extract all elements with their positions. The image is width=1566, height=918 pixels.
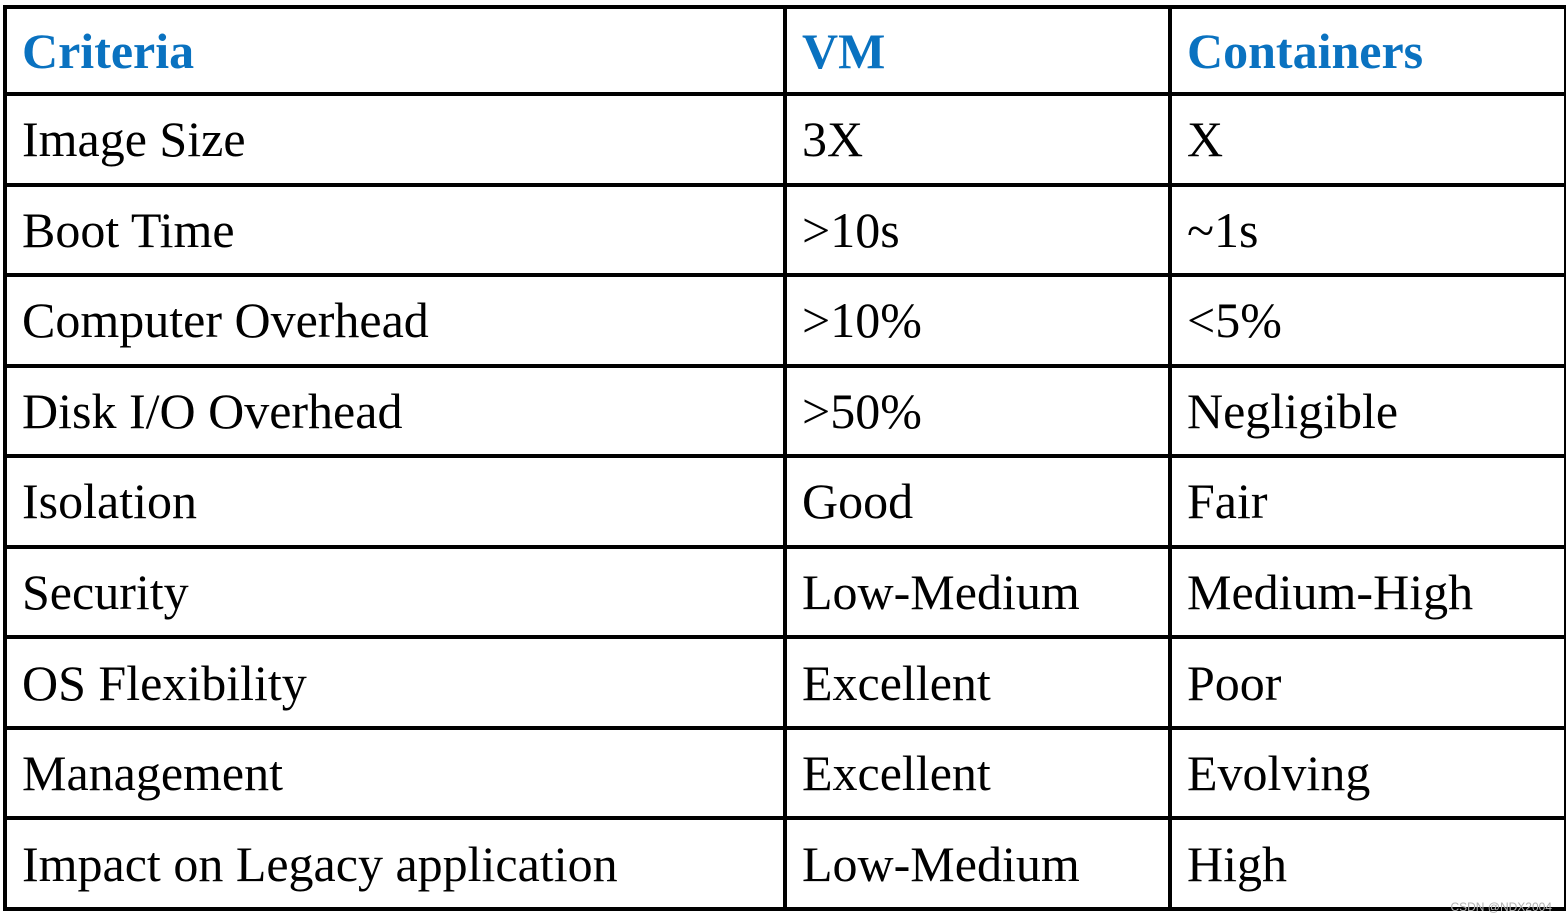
table-cell: Negligible (1168, 363, 1566, 459)
table-row: Management Excellent Evolving (3, 725, 1566, 821)
header-cell: Criteria (3, 5, 787, 96)
table-cell: Excellent (783, 635, 1172, 730)
table-cell: >10% (783, 273, 1172, 368)
table-row: Disk I/O Overhead >50% Negligible (3, 363, 1566, 459)
table-cell: >10s (783, 182, 1172, 278)
header-cell: Containers (1168, 5, 1566, 96)
table-cell: Excellent (783, 725, 1172, 821)
header-row: Criteria VM Containers (3, 5, 1566, 96)
table-cell: Isolation (3, 454, 787, 549)
table-cell: >50% (783, 363, 1172, 459)
watermark: CSDN @NDX2004 (1450, 900, 1552, 914)
table-row: Impact on Legacy application Low-Medium Hi… (3, 816, 1566, 911)
table-cell: Low-Medium (783, 544, 1172, 640)
table-cell: Image Size (3, 92, 787, 187)
table-cell: Fair (1168, 454, 1566, 549)
header-cell: VM (783, 5, 1172, 96)
table-cell: X (1168, 92, 1566, 187)
table-cell: Impact on Legacy application (3, 816, 787, 911)
table-cell: Good (783, 454, 1172, 549)
table-row: Computer Overhead >10% <5% (3, 273, 1566, 368)
table-cell: 3X (783, 92, 1172, 187)
table-cell: Management (3, 725, 787, 821)
table-cell: Poor (1168, 635, 1566, 730)
table-row: Isolation Good Fair (3, 454, 1566, 549)
table-body: Image Size 3X X Boot Time >10s ~1s Computer Ov… (3, 92, 1566, 911)
table-cell: Medium-High (1168, 544, 1566, 640)
table-row: Boot Time >10s ~1s (3, 182, 1566, 278)
table-cell: Security (3, 544, 787, 640)
table-cell: Evolving (1168, 725, 1566, 821)
table-row: Image Size 3X X (3, 92, 1566, 187)
table-cell: ~1s (1168, 182, 1566, 278)
table-row: OS Flexibility Excellent Poor (3, 635, 1566, 730)
table-cell: Boot Time (3, 182, 787, 278)
table-cell: <5% (1168, 273, 1566, 368)
table-cell: OS Flexibility (3, 635, 787, 730)
table-cell: Disk I/O Overhead (3, 363, 787, 459)
comparison-table: Criteria VM Containers Image Size 3X X Boot T… (3, 5, 1566, 911)
table-cell: Low-Medium (783, 816, 1172, 911)
table-cell: Computer Overhead (3, 273, 787, 368)
table-row: Security Low-Medium Medium-High (3, 544, 1566, 640)
table-cell: High (1168, 816, 1566, 911)
